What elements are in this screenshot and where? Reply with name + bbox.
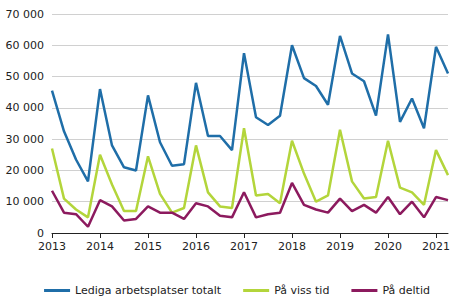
svg-text:60 000: 60 000 [6,39,45,52]
svg-text:50 000: 50 000 [6,70,45,83]
svg-text:2014: 2014 [86,240,114,253]
svg-text:2019: 2019 [326,240,354,253]
svg-text:40 000: 40 000 [6,101,45,114]
svg-text:70 000: 70 000 [6,8,45,21]
svg-text:2013: 2013 [38,240,66,253]
svg-text:2021: 2021 [422,240,450,253]
svg-text:2017: 2017 [230,240,258,253]
svg-text:20 000: 20 000 [6,164,45,177]
svg-text:2020: 2020 [374,240,402,253]
svg-text:30 000: 30 000 [6,133,45,146]
svg-text:På deltid: På deltid [382,284,430,297]
svg-text:På viss tid: På viss tid [274,284,329,297]
svg-text:Lediga arbetsplatser totalt: Lediga arbetsplatser totalt [75,284,222,297]
svg-text:2018: 2018 [278,240,306,253]
svg-text:10 000: 10 000 [6,195,45,208]
svg-text:2015: 2015 [134,240,162,253]
svg-text:2016: 2016 [182,240,210,253]
svg-text:0: 0 [37,227,44,240]
